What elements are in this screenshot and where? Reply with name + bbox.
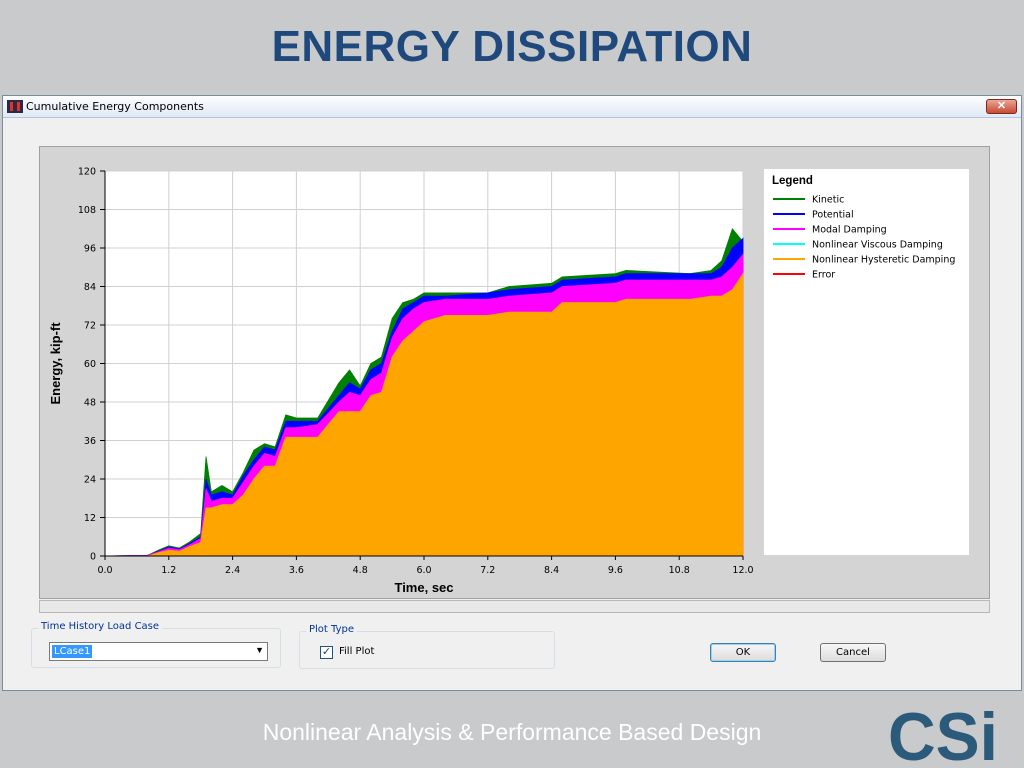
csi-logo-text: CSi [888, 700, 998, 766]
load-case-group-label: Time History Load Case [38, 621, 163, 632]
checkmark-icon: ✓ [321, 646, 332, 658]
x-tick-label: 2.4 [225, 565, 240, 576]
load-case-dropdown[interactable]: LCase1 ▼ [49, 642, 268, 661]
area-series-nonlinear-hysteretic-damping [105, 272, 744, 557]
energy-chart: 0.0 1.2 2.4 3.6 4.8 6.0 7.2 8.4 9.6 10.8 12.0 0 12 24… [48, 167, 969, 595]
fill-plot-checkbox[interactable]: ✓ [320, 646, 333, 659]
close-icon: ✕ [996, 100, 1007, 112]
x-axis-label: Time, sec [394, 580, 453, 595]
y-axis-label: Energy, kip-ft [48, 322, 63, 405]
x-tick-label: 3.6 [289, 565, 304, 576]
chevron-down-icon: ▼ [255, 645, 264, 655]
x-tick-label: 4.8 [353, 565, 368, 576]
legend-entry: Kinetic [812, 195, 844, 206]
legend-entry: Nonlinear Viscous Damping [812, 240, 943, 251]
y-tick-label: 12 [84, 513, 96, 524]
fill-plot-label[interactable]: Fill Plot [339, 646, 375, 657]
y-tick-label: 96 [84, 244, 96, 255]
x-tick-label: 7.2 [480, 565, 495, 576]
load-case-value: LCase1 [52, 645, 93, 658]
x-tick-label: 1.2 [161, 565, 176, 576]
y-tick-label: 84 [84, 282, 96, 293]
y-tick-label: 0 [90, 552, 96, 563]
y-tick-label: 72 [84, 321, 96, 332]
legend-box [764, 169, 969, 555]
x-tick-label: 8.4 [544, 565, 559, 576]
x-tick-label: 10.8 [669, 565, 690, 576]
y-tick-label: 36 [84, 436, 96, 447]
legend-entry: Error [812, 270, 835, 281]
slide-title: ENERGY DISSIPATION [271, 22, 753, 71]
x-tick-label: 9.6 [608, 565, 623, 576]
energy-dialog: Cumulative Energy Components ✕ 0.0 1.2 2.4… [2, 95, 1022, 691]
csi-logo: CSi [888, 700, 998, 766]
close-button[interactable]: ✕ [986, 99, 1017, 114]
ok-button[interactable]: OK [710, 643, 776, 662]
slide-footer: Nonlinear Analysis & Performance Based D… [262, 719, 762, 745]
y-tick-label: 108 [78, 205, 96, 216]
legend-entry: Nonlinear Hysteretic Damping [812, 255, 955, 266]
plot-type-group-label: Plot Type [306, 624, 357, 635]
dialog-title: Cumulative Energy Components [26, 100, 204, 113]
x-tick-label: 6.0 [416, 565, 431, 576]
plot-type-group: Plot Type [299, 624, 555, 669]
x-tick-label: 0.0 [97, 565, 112, 576]
load-case-group: Time History Load Case [31, 621, 281, 668]
plot-frame: 0.0 1.2 2.4 3.6 4.8 6.0 7.2 8.4 9.6 10.8 12.0 0 12 24… [39, 146, 990, 599]
y-tick-label: 60 [84, 359, 96, 370]
dialog-titlebar[interactable]: Cumulative Energy Components ✕ [3, 96, 1021, 118]
horizontal-scrollbar[interactable] [39, 600, 990, 613]
legend-title: Legend [772, 175, 813, 187]
y-tick-label: 120 [78, 167, 96, 178]
app-logo-icon [7, 100, 23, 113]
x-tick-label: 12.0 [732, 565, 753, 576]
legend-entry: Modal Damping [812, 225, 887, 236]
y-tick-label: 24 [84, 475, 96, 486]
legend-entry: Potential [812, 210, 854, 221]
y-tick-label: 48 [84, 398, 96, 409]
cancel-button[interactable]: Cancel [820, 643, 886, 662]
